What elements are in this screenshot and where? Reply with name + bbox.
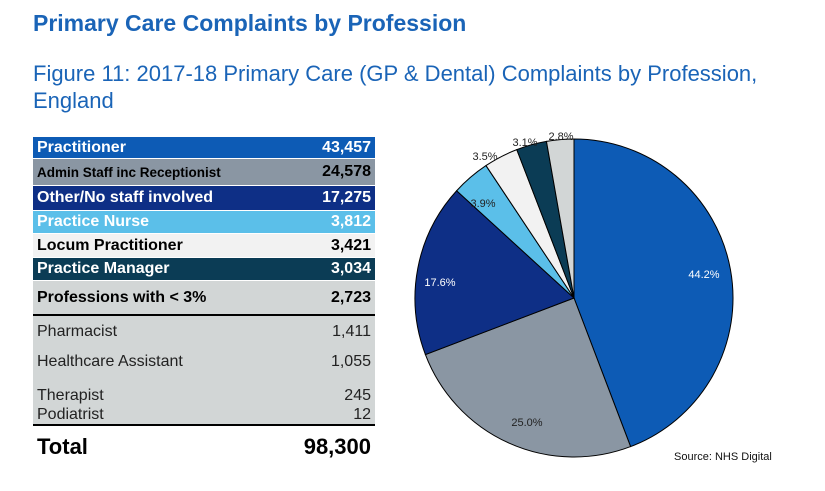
pie-slice-admin-staff-inc-receptionist <box>424 297 632 458</box>
page-title: Primary Care Complaints by Profession <box>33 10 467 36</box>
pie-label-practice-nurse: 3.9% <box>470 198 495 210</box>
pie-label-practice-manager: 3.1% <box>512 137 537 149</box>
row-value: 12 <box>353 405 371 423</box>
pie-label-other-no-staff: 17.6% <box>424 277 455 289</box>
row-value: 1,055 <box>330 353 371 370</box>
pie-slices <box>414 138 734 458</box>
row-label: Pharmacist <box>37 323 118 340</box>
table-row-professions-lt3: Professions with < 3% 2,723 <box>33 281 375 319</box>
pie-labels: 44.2% 25.0% 17.6% 3.9% 3.5% 3.1% 2.8% <box>424 131 719 429</box>
pie-label-lt3: 2.8% <box>548 131 573 143</box>
row-label: Practice Manager <box>37 260 170 277</box>
row-label: Practitioner <box>37 138 126 156</box>
pie-slice-practitioner <box>573 138 734 448</box>
row-value: 43,457 <box>322 138 371 156</box>
table-row-healthcare-assistant: Healthcare Assistant 1,055 <box>33 347 375 377</box>
row-value: 17,275 <box>322 189 371 206</box>
row-value: 24,578 <box>322 163 371 180</box>
table-row-admin-staff: Admin Staff inc Receptionist 24,578 <box>33 159 375 185</box>
table-row-practice-nurse: Practice Nurse 3,812 <box>33 211 375 233</box>
total-divider-line <box>33 424 375 426</box>
row-label: Locum Practitioner <box>37 236 183 254</box>
row-label: Podiatrist <box>37 405 104 423</box>
pie-slice-professions-with-3 <box>545 138 575 299</box>
row-value: 3,421 <box>330 236 371 254</box>
row-label: Professions with < 3% <box>37 289 207 306</box>
row-value: 3,034 <box>330 260 371 277</box>
total-label: Total <box>37 434 88 459</box>
pie-slice-other-no-staff-involved <box>414 190 575 356</box>
row-value: 245 <box>344 387 371 404</box>
row-label: Healthcare Assistant <box>37 353 183 370</box>
table-row-practitioner: Practitioner 43,457 <box>33 137 375 158</box>
source-note: Source: NHS Digital <box>674 451 772 463</box>
row-label: Other/No staff involved <box>37 189 214 206</box>
pie-label-admin-staff: 25.0% <box>511 417 542 429</box>
pie-label-practitioner: 44.2% <box>688 269 719 281</box>
table-row-practice-manager: Practice Manager 3,034 <box>33 258 375 280</box>
table-row-therapist: Therapist 245 <box>33 377 375 405</box>
divider-line <box>33 314 375 316</box>
row-label: Practice Nurse <box>37 213 150 230</box>
row-value: 3,812 <box>330 213 371 230</box>
row-label: Admin Staff inc Receptionist <box>37 164 221 180</box>
table-row-other-no-staff: Other/No staff involved 17,275 <box>33 186 375 210</box>
row-value: 2,723 <box>330 289 371 306</box>
row-value: 1,411 <box>332 323 371 340</box>
row-label: Therapist <box>37 387 104 404</box>
total-value: 98,300 <box>303 434 371 459</box>
table-row-locum-practitioner: Locum Practitioner 3,421 <box>33 234 375 257</box>
figure-title: Figure 11: 2017-18 Primary Care (GP & De… <box>33 61 758 113</box>
pie-label-locum: 3.5% <box>472 151 497 163</box>
table-row-pharmacist: Pharmacist 1,411 <box>33 317 375 347</box>
table-row-total: Total 98,300 <box>33 429 375 465</box>
table-row-podiatrist: Podiatrist 12 <box>33 405 375 424</box>
